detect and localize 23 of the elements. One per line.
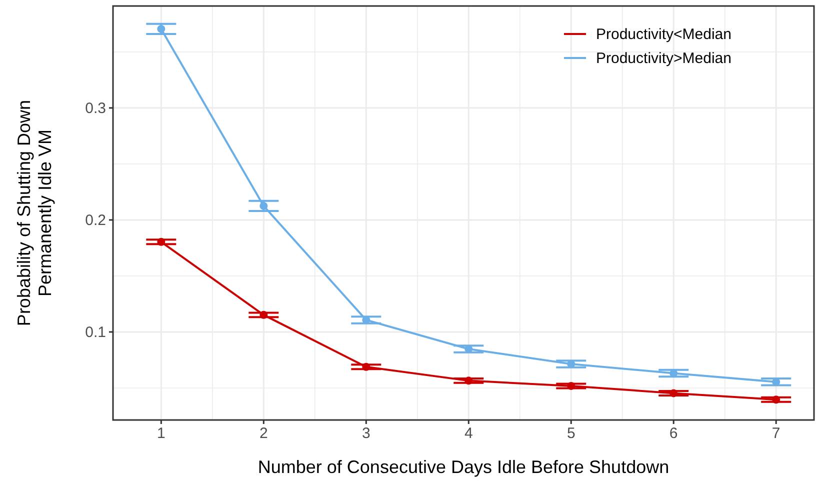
x-tick-label: 6 (669, 425, 678, 442)
x-tick-label: 2 (259, 425, 268, 442)
x-tick-label: 1 (156, 425, 166, 442)
point (464, 376, 473, 385)
point (157, 24, 166, 33)
legend-label: Productivity>Median (596, 50, 732, 67)
point (670, 389, 678, 398)
point (362, 362, 370, 371)
y-tick-label: 0.2 (85, 212, 106, 229)
point (260, 202, 268, 210)
y-axis-title: Probability of Shutting Down Permanently Idle VM (14, 100, 55, 326)
y-tick-label: 0.1 (85, 324, 106, 341)
x-tick-label: 5 (566, 425, 576, 442)
x-tick-label: 4 (464, 425, 473, 442)
legend-label: Productivity<Median (596, 26, 732, 43)
point (260, 310, 268, 319)
point (157, 238, 166, 246)
x-tick-label: 7 (772, 425, 780, 442)
point (567, 382, 576, 390)
y-tick-label: 0.3 (85, 100, 106, 117)
point (772, 396, 780, 404)
x-tick-label: 3 (362, 425, 370, 442)
x-axis-title: Number of Consecutive Days Idle Before Shutdown (258, 457, 670, 477)
